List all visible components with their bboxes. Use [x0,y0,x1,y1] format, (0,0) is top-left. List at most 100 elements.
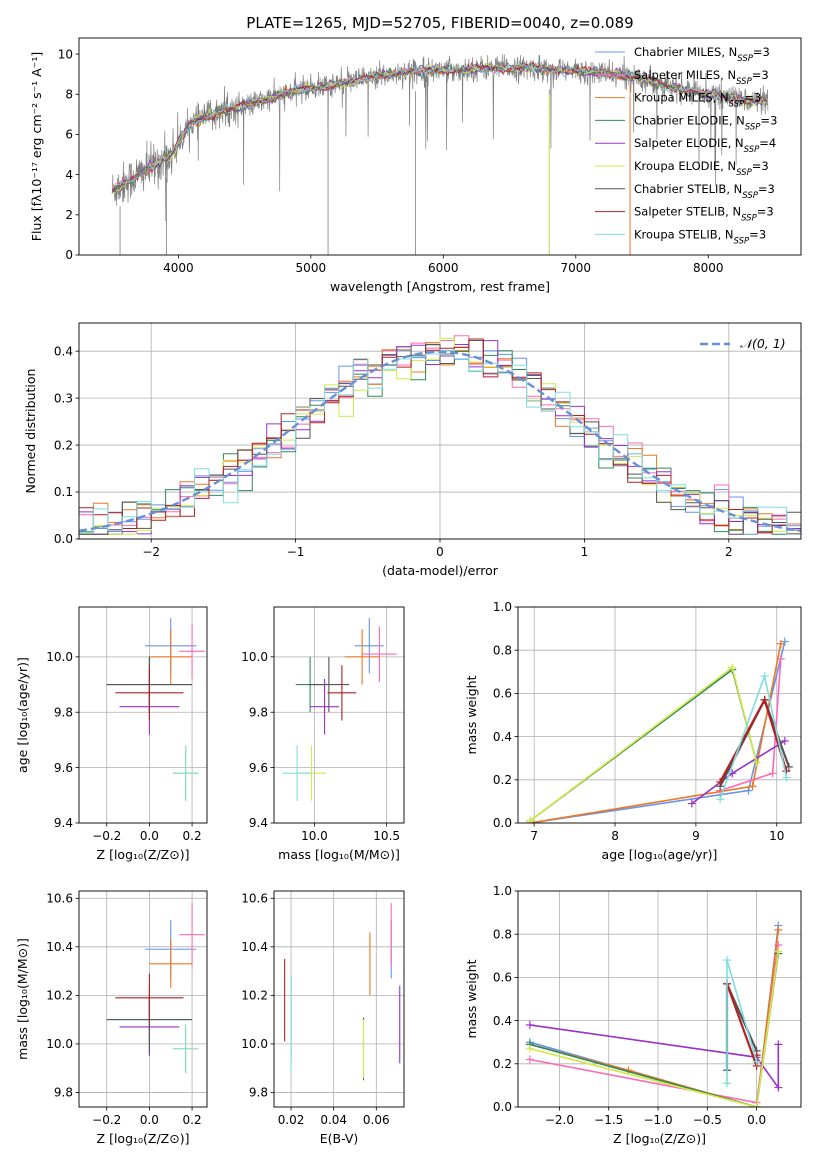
legend-entry: Chabrier MILES, NSSP=3 [634,45,770,64]
data-point [687,799,696,808]
data-point [782,773,791,782]
axes-frame [273,890,405,1108]
grid [518,606,801,824]
x-axis-label: age [log₁₀(age/yr)] [602,847,718,862]
axes-spectrum: 4000 5000 6000 7000 8000 0 2 4 6 8 10 PLATE=1265, M… [29,14,802,294]
x-tick-label: 5000 [296,261,327,275]
y-tick-label: 0.2 [493,773,512,787]
model-spectrum-salpeter-elodie [111,62,768,193]
x-tick-label: 0.06 [363,1113,390,1127]
y-tick-label: 0.6 [493,971,512,985]
y-tick-label: 10.0 [241,650,268,664]
legend-n-prefix: , N [718,227,734,241]
x-tick-label: 0.0 [140,829,159,843]
data-point [752,1057,761,1066]
y-tick-label: 1.0 [493,884,512,898]
plot-area [106,903,205,1074]
y-tick-label: 10.4 [46,940,73,954]
y-tick-label: 0 [65,248,73,262]
legend-eq: = [749,227,759,241]
x-tick-label: 10.5 [373,829,400,843]
y-axis-label: mass [log₁₀(M/M⊙)] [15,938,30,1060]
x-axis-label: wavelength [Angstrom, rest frame] [330,279,550,294]
y-tick-label: 10.6 [241,891,268,905]
y-tick-label: 10.0 [46,1037,73,1051]
axes-mass-vs-ebv: 0.02 0.04 0.06 9.8 10.0 10.2 10.4 10.6 E(B-V) [241,890,405,1146]
axes-age-vs-Z: −0.2 0.0 0.2 9.4 9.6 9.8 10.0 Z [log₁₀(Z/Z⊙)] ag… [15,606,208,862]
series-line [726,959,758,1084]
series-salpeter-elodie [687,736,789,808]
model-spectrum-kroupa-elodie [112,62,768,194]
y-axis-label: mass weight [464,675,479,754]
legend-entry: 𝒩(0, 1) [740,336,786,351]
legend-sub: SSP [734,236,750,246]
legend-sub: SSP [742,191,758,201]
legend-n-prefix: , N [720,159,736,173]
legend-sub: SSP [736,168,752,178]
series-line [529,666,758,822]
x-tick-label: 4000 [163,261,194,275]
legend-sub: SSP [744,145,760,155]
data-point [774,1083,783,1092]
legend-n: 4 [769,136,776,150]
x-axis-label: (data-model)/error [382,563,499,578]
legend-n: 3 [759,227,766,241]
grid [79,891,207,1107]
y-axis-label: mass weight [464,959,479,1038]
errorbar-kroupa-stelib [172,1024,199,1074]
legend-n: 3 [761,68,768,82]
legend-n: 3 [768,182,775,196]
legend-entry: Kroupa STELIB, NSSP=3 [634,227,766,246]
y-tick-label: 0.2 [493,1057,512,1071]
x-tick-label: −0.5 [693,1113,722,1127]
legend-sub: SSP [745,122,761,132]
errorbar-salpeter-stelib [115,665,184,721]
axes-weight-vs-age: 7 8 9 10 0.0 0.2 0.4 0.6 0.8 1.0 age [log₁₀(age/yr… [464,600,802,862]
x-tick-label: 9 [692,829,700,843]
y-axis-label: age [log₁₀(age/yr)] [15,657,30,773]
y-tick-label: 0.4 [493,730,512,744]
y-axis-label: Flux [fλ10⁻¹⁷ erg cm⁻² s⁻¹ A⁻¹] [29,52,44,241]
grid [79,607,207,824]
chart-title: PLATE=1265, MJD=52705, FIBERID=0040, z=0… [246,14,633,32]
legend-n: 3 [763,45,770,59]
series-kroupa-elodie [525,947,783,1107]
y-tick-label: 10.2 [241,989,268,1003]
x-tick-label: 10 [769,829,784,843]
errorbar-salpeter-miles [362,626,397,682]
y-tick-label: 9.8 [249,1086,268,1100]
data-point [748,782,757,791]
legend-n: 3 [754,91,761,105]
x-tick-label: 0.0 [140,1113,159,1127]
data-point [728,663,737,672]
series-kroupa-stelib [716,672,791,804]
data-point [752,758,761,767]
legend-name: Chabrier STELIB [634,182,726,196]
y-tick-label: 8 [65,87,73,101]
legend-entry: Chabrier STELIB, NSSP=3 [634,182,775,201]
x-axis-label: Z [log₁₀(Z/Z⊙)] [613,1131,706,1146]
x-tick-label: 8 [611,829,619,843]
legend-entry: Salpeter MILES, NSSP=3 [634,68,769,87]
legend-name: Kroupa STELIB [634,227,718,241]
y-tick-label: 0.8 [493,643,512,657]
legend-eq: = [752,68,762,82]
y-tick-label: 10.2 [46,989,73,1003]
plot-area [111,54,769,255]
model-spectrum-chabrier-stelib [111,63,768,193]
y-tick-label: 0.0 [493,1100,512,1114]
legend-n-prefix: , N [729,113,745,127]
axes-weight-vs-Z: −2.0 −1.5 −1.0 −0.5 0.0 0.0 0.2 0.4 0.6 0.8 1.0 Z [… [464,884,802,1146]
plot-area [282,618,397,801]
axes-frame [78,322,802,540]
x-tick-label: 0.02 [278,1113,305,1127]
grid [518,890,801,1108]
y-tick-label: 0.3 [54,391,73,405]
y-tick-label: 0.0 [54,532,73,546]
x-axis-label: mass [log₁₀(M/M⊙)] [278,847,400,862]
axes-frame [517,606,802,824]
legend-n: 3 [770,113,777,127]
legend-eq: = [752,159,762,173]
plot-area [106,618,205,801]
legend-eq: = [757,205,767,219]
